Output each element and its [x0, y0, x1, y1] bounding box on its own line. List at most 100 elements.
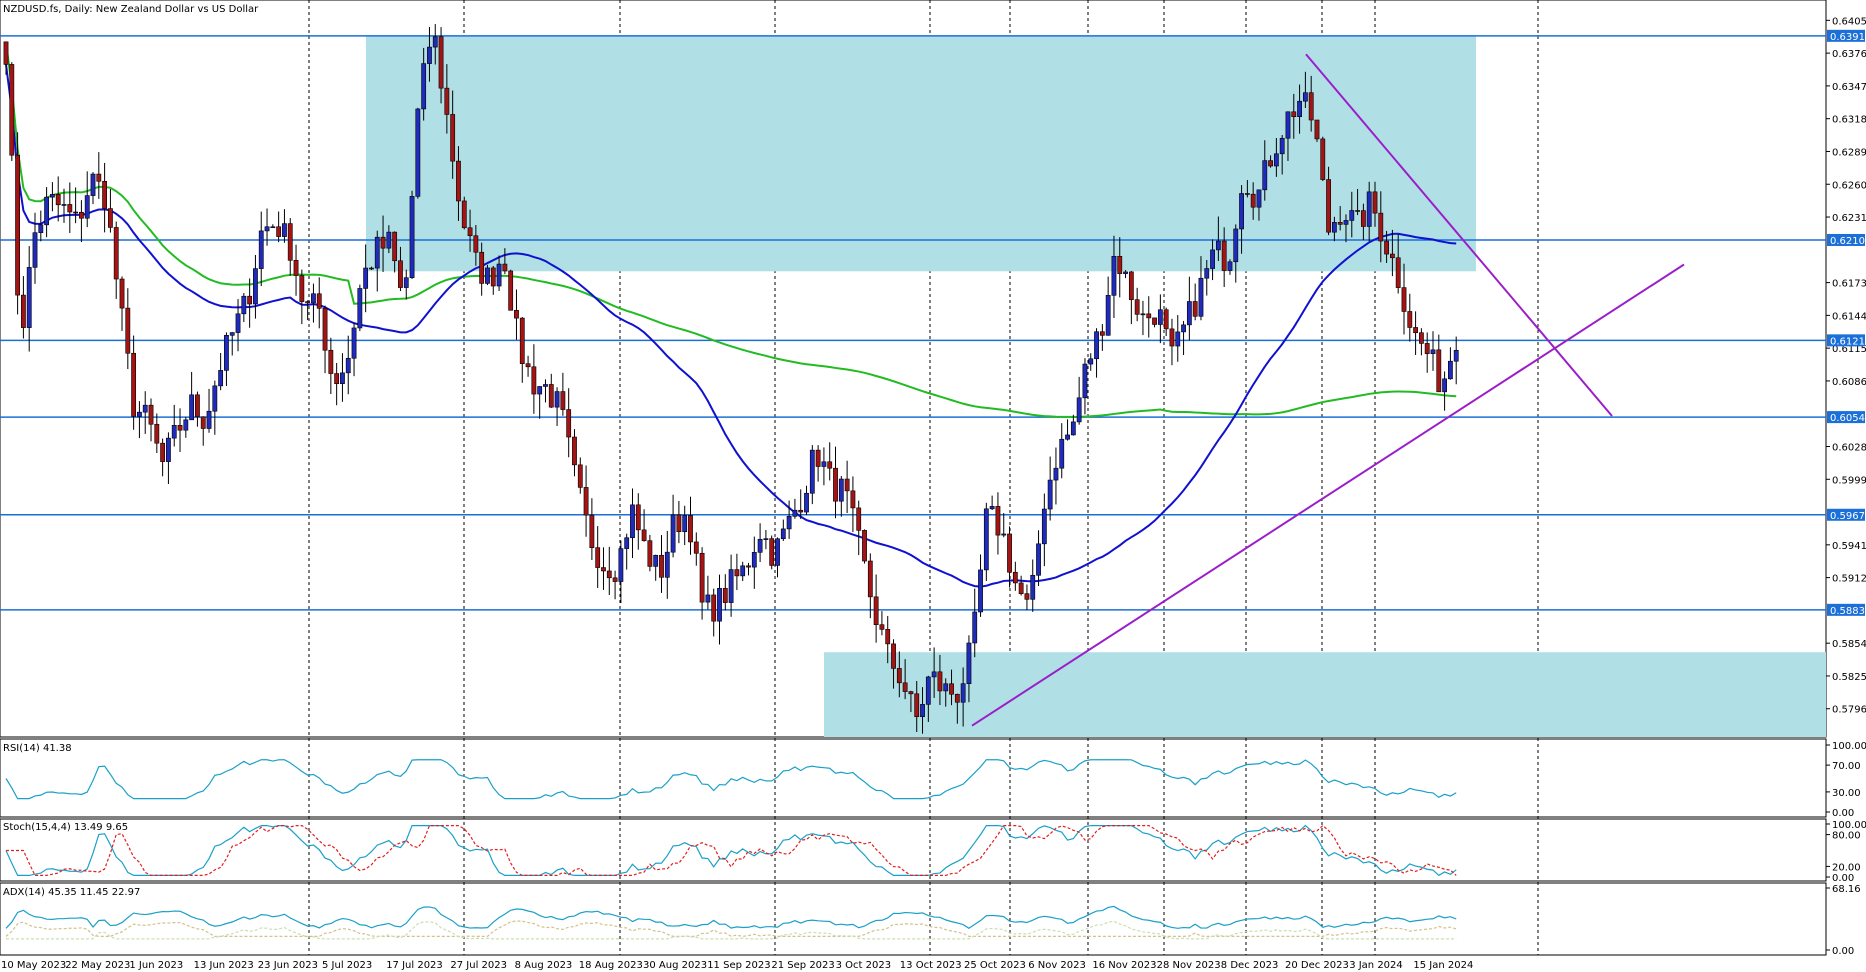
bear-candle	[1424, 343, 1430, 354]
bear-candle	[247, 295, 253, 305]
bull-candle	[763, 538, 769, 540]
bull-candle	[1047, 479, 1053, 510]
bull-candle	[403, 277, 409, 288]
bear-candle	[908, 691, 914, 695]
bear-candle	[734, 569, 740, 577]
bear-candle	[746, 565, 751, 568]
bull-candle	[1082, 363, 1088, 399]
bear-candle	[641, 529, 647, 541]
bear-candle	[1389, 253, 1395, 259]
bull-candle	[537, 386, 543, 395]
bear-candle	[467, 227, 473, 237]
bull-candle	[1175, 331, 1181, 347]
adx-label: ADX(14) 45.35 11.45 22.97	[3, 887, 140, 898]
rsi-line	[5, 759, 1457, 800]
bear-candle	[519, 317, 525, 365]
bull-candle	[1094, 331, 1099, 360]
bull-candle	[229, 332, 235, 336]
bear-candle	[1134, 299, 1140, 315]
pane-tick-label: 0.00	[1832, 946, 1854, 957]
bull-candle	[374, 236, 380, 269]
bear-candle	[601, 567, 606, 572]
bear-candle	[1320, 138, 1326, 180]
bull-candle	[751, 552, 757, 568]
bear-candle	[1018, 582, 1024, 594]
bear-candle	[438, 36, 444, 89]
bull-candle	[1123, 271, 1128, 274]
bear-candle	[79, 211, 84, 219]
bear-candle	[1308, 92, 1314, 121]
bear-candle	[612, 577, 618, 582]
bull-candle	[253, 268, 258, 305]
bull-candle	[1343, 220, 1349, 225]
bull-candle	[1302, 92, 1308, 102]
pane-tick-label: 30.00	[1832, 788, 1861, 799]
bear-candle	[589, 514, 595, 548]
bear-candle	[1418, 332, 1424, 344]
bear-candle	[954, 693, 960, 703]
bear-candle	[125, 307, 131, 354]
bear-candle	[560, 391, 566, 410]
bear-candle	[177, 425, 183, 431]
bear-candle	[398, 260, 403, 288]
bear-candle	[299, 275, 305, 302]
bear-candle	[1250, 193, 1256, 208]
pane-tick-label: 20.00	[1832, 862, 1861, 873]
bull-candle	[183, 419, 189, 431]
bear-candle	[1128, 271, 1134, 300]
x-tick-label: 27 Jul 2023	[450, 960, 507, 971]
bull-candle	[32, 232, 38, 268]
bull-candle	[421, 63, 427, 110]
supply-zone	[366, 35, 1476, 272]
bear-candle	[380, 236, 386, 249]
bear-candle	[1152, 317, 1157, 325]
bear-candle	[119, 278, 125, 309]
bear-candle	[1221, 240, 1227, 271]
bull-candle	[1453, 349, 1459, 362]
x-tick-label: 8 Dec 2023	[1221, 960, 1279, 971]
bull-candle	[1239, 193, 1244, 230]
bull-candle	[821, 461, 827, 467]
bear-candle	[15, 154, 21, 296]
bear-candle	[572, 436, 577, 466]
bull-candle	[809, 449, 815, 494]
bull-candle	[757, 538, 763, 553]
bull-candle	[978, 569, 983, 613]
bear-candle	[949, 683, 954, 695]
bear-candle	[1099, 331, 1105, 336]
bear-candle	[548, 384, 554, 408]
bear-candle	[867, 560, 873, 598]
bear-candle	[55, 194, 61, 206]
bull-candle	[1105, 295, 1111, 336]
bull-candle	[682, 515, 688, 533]
bear-candle	[514, 309, 519, 319]
adx-line	[5, 905, 1457, 929]
bear-candle	[595, 547, 601, 568]
bull-candle	[1053, 467, 1059, 481]
x-tick-label: 18 Aug 2023	[579, 960, 643, 971]
bull-candle	[415, 108, 421, 197]
bull-candle	[1041, 508, 1047, 545]
bull-candle	[1181, 324, 1186, 333]
pane-tick-label: 0.00	[1832, 808, 1854, 819]
bear-candle	[850, 490, 856, 509]
bull-candle	[1366, 191, 1372, 227]
bull-candle	[1030, 574, 1036, 600]
level-label-text: 0.62107	[1830, 236, 1866, 247]
bear-candle	[479, 251, 485, 284]
bull-candle	[218, 370, 224, 387]
bear-candle	[583, 487, 589, 516]
bull-candle	[1157, 309, 1163, 325]
bull-candle	[409, 196, 415, 278]
bull-candle	[26, 267, 32, 328]
bull-candle	[235, 313, 241, 333]
bear-candle	[328, 349, 334, 374]
bull-candle	[1349, 210, 1355, 221]
stoch-pane-frame	[0, 818, 1827, 882]
